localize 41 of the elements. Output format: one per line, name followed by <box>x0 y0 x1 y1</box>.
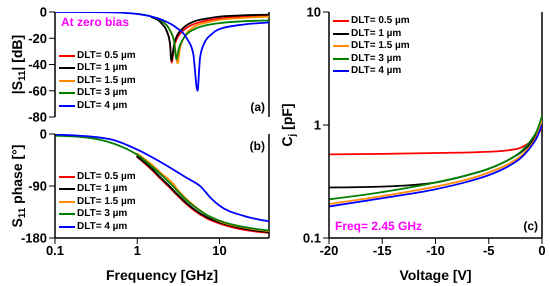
legend-label: DLT= 1 µm <box>351 28 402 40</box>
x-tick-label: 10 <box>212 243 227 258</box>
legend-label: DLT= 3 µm <box>351 52 402 65</box>
legend-label: DLT= 1.5 µm <box>77 196 136 208</box>
y-tick-label: 10 <box>306 4 321 20</box>
legend-label: DLT= 4 µm <box>351 65 402 78</box>
x-tick-label: -15 <box>372 243 392 258</box>
line-series <box>329 126 542 156</box>
y-tick-label: -20 <box>28 30 47 46</box>
y-tick-label: 1 <box>314 118 321 133</box>
x-axis-title: Frequency [GHz] <box>106 267 218 283</box>
legend-label: DLT= 1 µm <box>77 183 128 196</box>
annotation: (c) <box>523 219 538 233</box>
x-tick-label: 0 <box>538 243 546 258</box>
legend-label: DLT= 3 µm <box>77 208 128 220</box>
legend-label: DLT= 4 µm <box>77 100 128 112</box>
y-tick-label: 0.1 <box>302 230 321 246</box>
x-tick-label: -10 <box>426 243 445 258</box>
x-axis-title: Voltage [V] <box>399 267 472 283</box>
annotation: (b) <box>250 139 265 153</box>
y-tick-label: -90 <box>28 178 47 194</box>
x-tick-label: -20 <box>320 243 338 258</box>
annotation: Freq= 2.45 GHz <box>335 219 422 233</box>
x-tick-label: -5 <box>482 243 495 258</box>
y-tick-label: -80 <box>28 110 47 125</box>
legend-label: DLT= 0.5 µm <box>77 50 136 62</box>
y-tick-label: -60 <box>28 83 47 98</box>
legend-label: DLT= 4 µm <box>77 220 128 233</box>
y-tick-label: 0 <box>40 4 47 20</box>
x-tick-label: 1 <box>134 243 141 258</box>
y-tick-label: -180 <box>20 230 47 246</box>
legend-label: DLT= 1 µm <box>77 62 128 74</box>
annotation: (a) <box>250 100 265 114</box>
annotation: At zero bias <box>61 15 130 29</box>
legend-label: DLT= 0.5 µm <box>351 15 410 28</box>
legend-label: DLT= 1.5 µm <box>351 40 410 52</box>
y-tick-label: -40 <box>28 57 47 72</box>
legend-label: DLT= 0.5 µm <box>77 170 136 183</box>
y-tick-label: 0 <box>40 126 47 142</box>
legend-label: DLT= 1.5 µm <box>77 74 136 87</box>
legend-label: DLT= 3 µm <box>77 87 128 100</box>
